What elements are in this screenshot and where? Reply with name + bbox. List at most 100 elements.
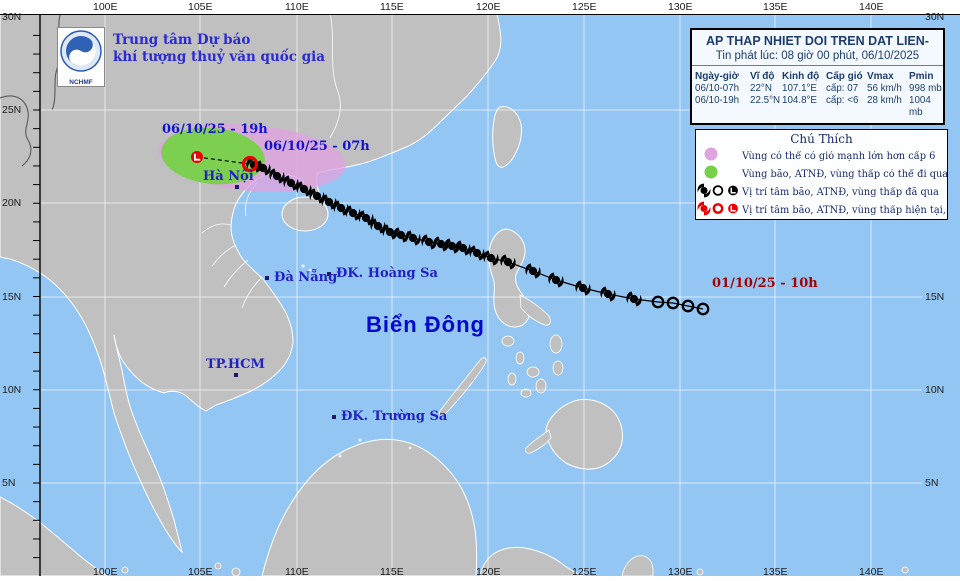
table-data-cell: cấp: <6 — [826, 95, 859, 106]
agency-branding: NCHMF Trung tâm Dự báo khí tượng thuỷ vă… — [57, 27, 325, 87]
paracel-reef — [301, 264, 305, 268]
land-palawan — [438, 357, 487, 417]
land-taiwan — [492, 106, 522, 168]
province-border — [241, 276, 263, 309]
land-mindoro — [501, 335, 515, 347]
legend-item: Vùng bão, ATNĐ, vùng thấp có thể đi qua — [696, 165, 947, 183]
spratly-reef — [358, 438, 362, 442]
spratly-reef — [338, 454, 342, 458]
landmass-layer — [0, 13, 909, 577]
typhoon-symbol-past-icon — [269, 168, 285, 184]
low-circle-past-icon — [651, 295, 665, 309]
land-islet — [121, 566, 129, 574]
low-circle-past-icon — [681, 299, 695, 313]
land-halmahera — [621, 555, 654, 577]
storm-data-table: Ngày-giờ Vĩ độ Kinh độ Cấp gió Vmax Pmin 06/10… — [692, 69, 943, 123]
country-border — [0, 95, 32, 167]
legend-item: Vùng có thể có gió mạnh lớn hơn cấp 6 — [696, 147, 947, 165]
table-data-cell: 107.1°E — [782, 83, 817, 94]
logo-text: NCHMF — [69, 79, 93, 86]
table-data-cell: 1004 mb — [909, 95, 931, 118]
storm-info-box: AP THAP NHIET DOI TREN DAT LIEN- Tin phá… — [690, 28, 945, 125]
agency-line2: khí tượng thuỷ văn quốc gia — [113, 49, 326, 65]
province-border — [211, 244, 237, 267]
forecast-track-line — [196, 156, 251, 165]
table-data-cell: 104.8°E — [782, 95, 817, 106]
bulletin-issued: Tin phát lúc: 08 giờ 00 phút, 06/10/2025 — [692, 50, 943, 66]
typhoon-symbol-past-icon — [296, 181, 312, 197]
typhoon-symbol-past-icon — [405, 230, 421, 246]
table-header-cell: Vmax — [867, 71, 894, 82]
land-island — [515, 351, 525, 365]
nchmf-logo: NCHMF — [57, 27, 105, 87]
typhoon-symbol-past-icon — [500, 254, 516, 270]
table-header-cell: Ngày-giờ — [695, 71, 739, 82]
land-leyte — [552, 360, 564, 376]
table-data-cell: 06/10-07h — [695, 83, 740, 94]
legend-item: Vị trí tâm bão, ATNĐ, vùng thấp hiện tại… — [696, 201, 947, 219]
land-samar — [549, 334, 563, 354]
typhoon-symbol-past-icon — [575, 280, 591, 296]
legend-items: Vùng có thể có gió mạnh lớn hơn cấp 6 Vùn… — [696, 147, 947, 219]
city-dot — [327, 272, 331, 276]
province-border — [223, 259, 249, 288]
table-header-cell: Cấp gió — [826, 71, 863, 82]
typhoon-symbol-past-icon — [548, 272, 564, 288]
land-sumatra — [0, 496, 109, 577]
city-dot — [265, 276, 269, 280]
land-luzon — [488, 228, 530, 328]
land-panay — [526, 366, 540, 378]
low-circle-past-icon — [666, 296, 680, 310]
paracel-reef — [308, 268, 312, 272]
legend-box: Chú Thích Vùng có thể có gió mạnh lớn hơ… — [695, 129, 948, 220]
table-header-cell: Vĩ độ — [750, 71, 775, 82]
land-hainan — [281, 196, 329, 232]
province-border — [201, 223, 232, 234]
legend-item: Vị trí tâm bão, ATNĐ, vùng thấp đã qua — [696, 183, 947, 201]
table-header-cell: Pmin — [909, 71, 934, 82]
land-zamboanga — [525, 429, 552, 454]
city-dot — [235, 185, 239, 189]
land-borneo — [261, 438, 478, 577]
legend-item-label: Vị trí tâm bão, ATNĐ, vùng thấp đã qua — [742, 186, 939, 198]
typhoon-symbol-past-icon — [525, 263, 541, 279]
land-island — [520, 388, 532, 398]
land-bicol — [519, 294, 551, 326]
table-data-cell: 22°N — [750, 83, 772, 94]
land-island — [507, 372, 517, 386]
bulletin-title: AP THAP NHIET DOI TREN DAT LIEN- — [706, 34, 929, 48]
typhoon-symbol-past-icon — [626, 291, 642, 307]
legend-item-label: Vùng có thể có gió mạnh lớn hơn cấp 6 — [742, 150, 936, 162]
storm-track-layer — [191, 151, 710, 316]
province-border — [329, 13, 341, 139]
typhoon-symbol-past-icon — [370, 218, 386, 234]
low-circle-past-icon — [696, 302, 710, 316]
forecast-position-icon — [191, 151, 203, 163]
agency-name: Trung tâm Dự báo khí tượng thuỷ văn quốc… — [113, 32, 325, 87]
nchmf-emblem-icon — [60, 30, 102, 72]
land-islet — [214, 562, 222, 570]
legend-title: Chú Thích — [790, 132, 853, 146]
land-negros — [535, 378, 547, 394]
table-data-cell: cấp: 07 — [826, 83, 859, 94]
current-position-icon — [241, 155, 259, 173]
typhoon-symbol-past-icon — [469, 245, 485, 261]
table-header-cell: Kinh độ — [782, 71, 820, 82]
land-islet — [231, 567, 241, 577]
top-axis-strip — [0, 0, 960, 15]
typhoon-symbol-past-icon — [455, 240, 471, 256]
agency-line1: Trung tâm Dự báo — [113, 32, 251, 48]
table-data-cell: 28 km/h — [867, 95, 902, 106]
legend-item-label: Vùng bão, ATNĐ, vùng thấp có thể đi qua — [742, 168, 947, 180]
current-symbols-icon — [696, 200, 742, 221]
land-islet — [901, 566, 909, 574]
table-data-cell: 06/10-19h — [695, 95, 740, 106]
track-zone-green — [161, 127, 265, 185]
past-symbols-icon — [696, 182, 742, 203]
table-data-cell: 998 mb — [909, 83, 942, 94]
spratly-reef — [408, 446, 412, 450]
pink-area-icon — [696, 146, 742, 166]
green-area-icon — [696, 164, 742, 184]
legend-item-label: Vị trí tâm bão, ATNĐ, vùng thấp hiện tại… — [742, 204, 947, 216]
land-islet — [696, 568, 704, 576]
